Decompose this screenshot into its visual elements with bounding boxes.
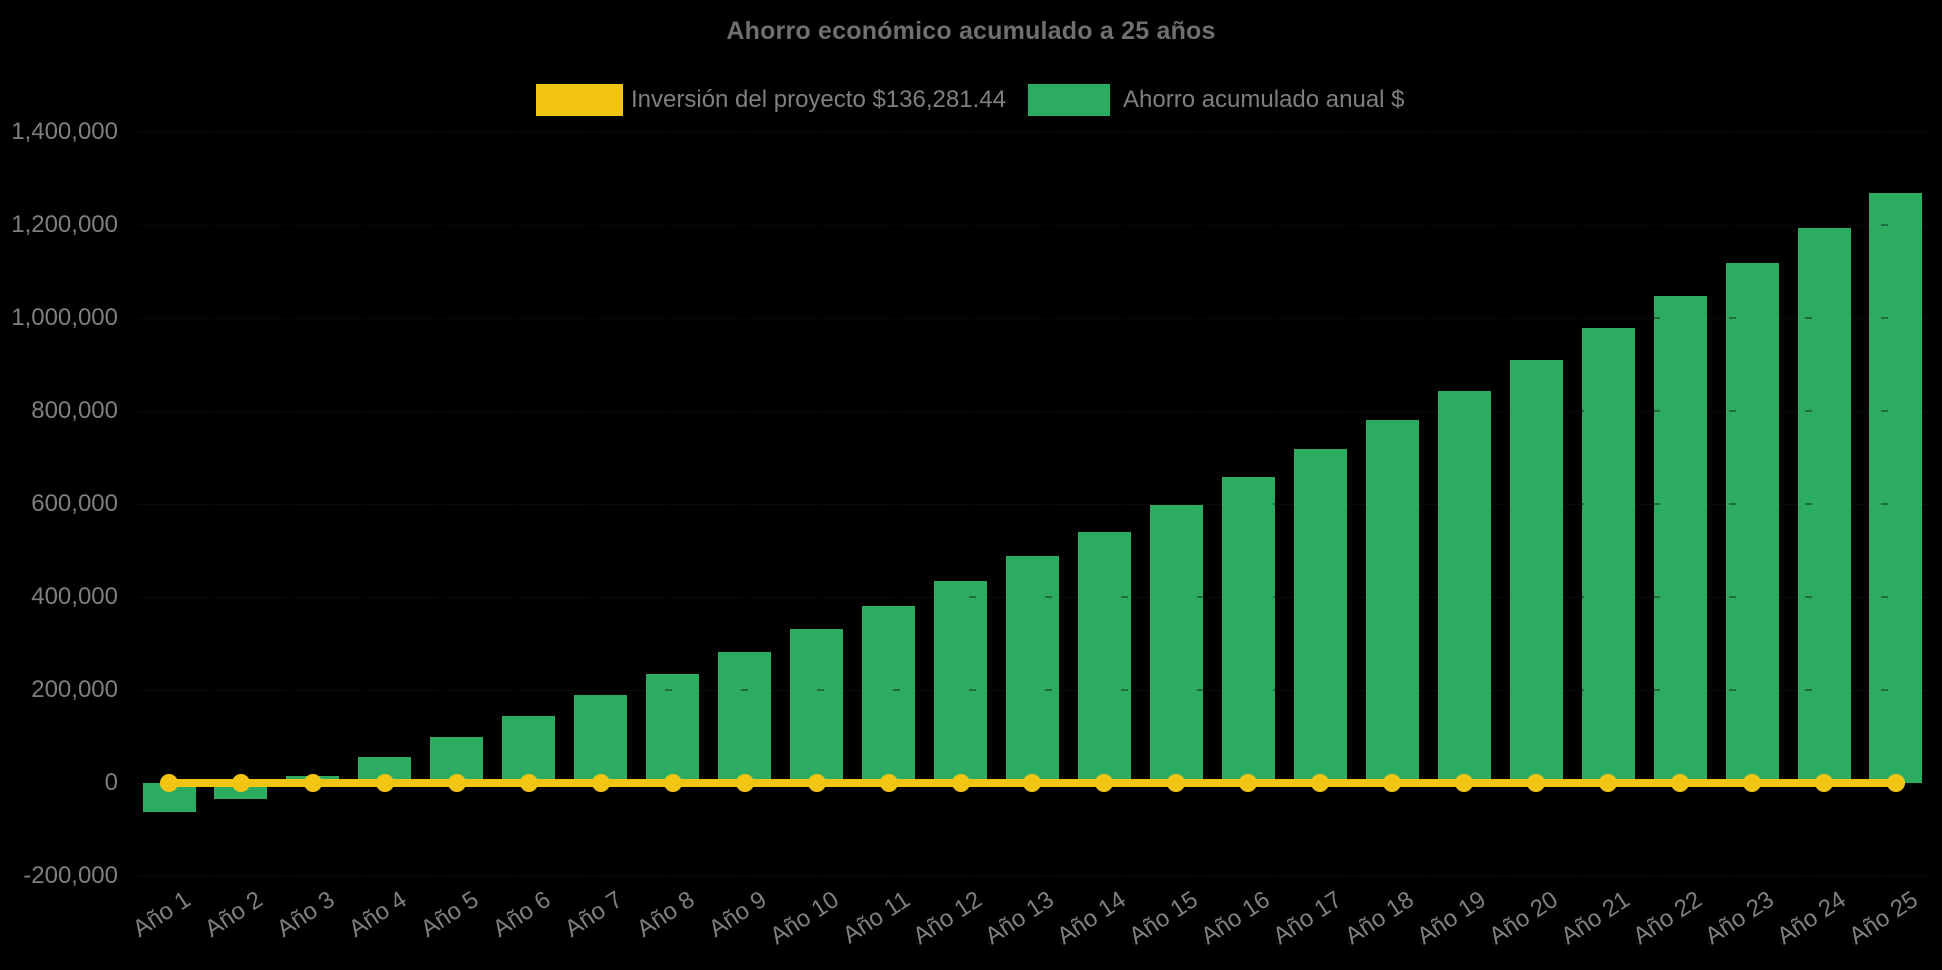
gridline [133,225,1930,226]
investment-line-marker-ano-20[interactable] [1527,774,1546,792]
x-tick-ano-11: Año 11 [838,886,916,950]
investment-line-marker-ano-4[interactable] [375,774,394,792]
gridline-dash-overlay [133,131,1930,133]
bar-ano-17[interactable] [1293,449,1347,783]
x-tick-ano-2: Año 2 [200,886,268,943]
gridline [133,411,1930,412]
investment-line-marker-ano-2[interactable] [231,774,250,792]
x-tick-ano-3: Año 3 [272,886,340,943]
investment-line-marker-ano-12[interactable] [951,774,970,792]
y-tick-label: 0 [104,769,118,796]
chart-title: Ahorro económico acumulado a 25 años [726,17,1216,45]
gridline-dash-overlay [133,503,1930,505]
investment-line-marker-ano-8[interactable] [663,774,682,792]
x-tick-ano-20: Año 20 [1484,886,1563,951]
y-tick-label: 600,000 [31,490,118,517]
x-tick-ano-17: Año 17 [1268,886,1348,951]
gridline-dash-overlay [133,317,1930,319]
bar-ano-10[interactable] [790,629,844,783]
investment-line-marker-ano-5[interactable] [447,774,466,792]
bar-ano-25[interactable] [1869,192,1923,783]
x-tick-ano-10: Año 10 [764,886,844,951]
investment-line-marker-ano-16[interactable] [1239,774,1258,792]
x-tick-ano-24: Año 24 [1772,886,1851,951]
x-tick-ano-4: Año 4 [344,886,412,943]
x-tick-ano-25: Año 25 [1844,886,1923,951]
x-tick-ano-12: Año 12 [908,886,988,951]
investment-line-marker-ano-18[interactable] [1383,774,1402,792]
y-tick-label: 1,000,000 [11,304,118,331]
investment-line-marker-ano-7[interactable] [591,774,610,792]
investment-line-marker-ano-6[interactable] [519,774,538,792]
gridline [133,318,1930,319]
y-tick-label: 200,000 [31,676,118,703]
bar-ano-11[interactable] [862,605,916,783]
x-tick-ano-1: Año 1 [128,886,196,943]
gridline-dash-overlay [133,596,1930,598]
x-tick-ano-5: Año 5 [416,886,484,943]
gridline [133,876,1930,877]
investment-line-marker-ano-25[interactable] [1886,774,1905,792]
legend-swatch-investment[interactable] [536,84,623,116]
bar-ano-20[interactable] [1509,359,1563,783]
investment-line-marker-ano-11[interactable] [879,774,898,792]
bar-ano-13[interactable] [1005,556,1059,783]
investment-line-marker-ano-13[interactable] [1023,774,1042,792]
x-tick-ano-15: Año 15 [1124,886,1204,951]
bar-ano-16[interactable] [1221,477,1275,783]
bar-ano-14[interactable] [1077,531,1131,783]
bar-ano-7[interactable] [574,695,628,783]
investment-line-marker-ano-23[interactable] [1743,774,1762,792]
gridline [133,504,1930,505]
x-tick-ano-21: Año 21 [1556,886,1635,951]
bar-ano-23[interactable] [1725,263,1779,783]
bar-ano-24[interactable] [1797,227,1851,783]
x-tick-ano-7: Año 7 [560,886,628,943]
investment-line-marker-ano-17[interactable] [1311,774,1330,792]
bar-ano-12[interactable] [934,581,988,783]
y-tick-label: 1,400,000 [11,118,118,145]
x-tick-ano-8: Año 8 [632,886,700,943]
legend-label-investment[interactable]: Inversión del proyecto $136,281.44 [631,86,1006,113]
investment-line-marker-ano-10[interactable] [807,774,826,792]
bar-ano-15[interactable] [1149,504,1203,783]
x-tick-ano-13: Año 13 [980,886,1060,951]
bar-ano-6[interactable] [502,716,556,783]
x-tick-ano-14: Año 14 [1052,886,1132,951]
bar-ano-18[interactable] [1365,419,1419,783]
investment-line-marker-ano-1[interactable] [160,774,178,792]
x-tick-ano-19: Año 19 [1412,886,1491,951]
y-tick-label: 1,200,000 [11,211,118,238]
bar-ano-22[interactable] [1653,296,1707,783]
x-tick-ano-6: Año 6 [488,886,556,943]
x-tick-ano-22: Año 22 [1628,886,1707,951]
bar-ano-9[interactable] [718,651,772,783]
investment-line-marker-ano-24[interactable] [1815,774,1834,792]
x-tick-ano-9: Año 9 [704,886,772,943]
y-tick-label: -200,000 [23,862,118,889]
x-tick-ano-23: Año 23 [1700,886,1779,951]
investment-line-marker-ano-9[interactable] [735,774,754,792]
legend-label-savings[interactable]: Ahorro acumulado anual $ [1123,86,1405,113]
investment-line-marker-ano-3[interactable] [303,774,322,792]
investment-line-marker-ano-19[interactable] [1455,774,1474,792]
bar-ano-19[interactable] [1437,391,1491,783]
gridline-dash-overlay [133,689,1930,691]
gridline-dash-overlay [133,410,1930,412]
x-tick-ano-18: Año 18 [1340,886,1420,951]
investment-line-marker-ano-14[interactable] [1095,774,1114,792]
gridline-dash-overlay [133,875,1930,877]
gridline-dash-overlay [133,224,1930,226]
x-tick-ano-16: Año 16 [1196,886,1276,951]
gridline [133,132,1930,133]
y-tick-label: 800,000 [31,397,118,424]
bar-ano-21[interactable] [1581,327,1635,783]
investment-line-marker-ano-22[interactable] [1671,774,1690,792]
legend-swatch-savings[interactable] [1028,84,1110,116]
bar-ano-8[interactable] [646,674,700,783]
investment-line-marker-ano-15[interactable] [1167,774,1186,792]
investment-line-marker-ano-21[interactable] [1599,774,1618,792]
y-tick-label: 400,000 [31,583,118,610]
